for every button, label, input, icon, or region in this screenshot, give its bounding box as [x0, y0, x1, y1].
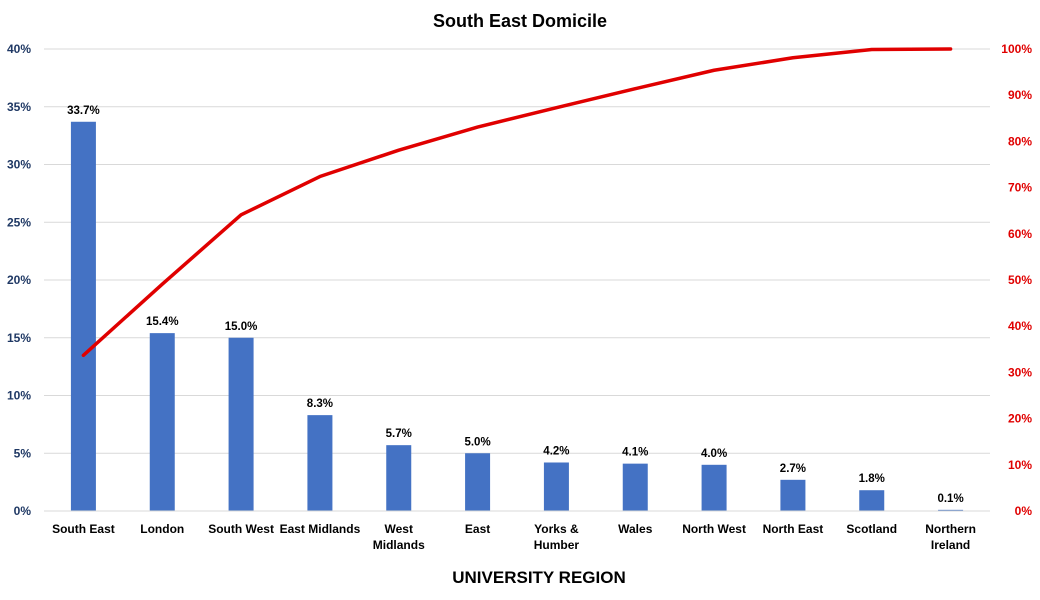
data-label: 8.3%	[307, 398, 333, 410]
bar	[622, 463, 648, 511]
bar	[938, 509, 964, 511]
x-tick-label-line: Wales	[618, 522, 653, 536]
y-tick-label-left: 30%	[7, 158, 31, 172]
bar	[149, 333, 175, 511]
data-label: 15.0%	[225, 321, 258, 333]
x-tick-label-line: North East	[763, 522, 824, 536]
x-tick-label-line: London	[140, 522, 184, 536]
x-tick-label: South West	[208, 522, 274, 536]
bar	[307, 415, 333, 511]
x-tick-label-line: South East	[52, 522, 115, 536]
y-tick-label-left: 10%	[7, 389, 31, 403]
x-tick-label: London	[140, 522, 184, 536]
bar	[859, 490, 885, 511]
x-tick-label-line: North West	[682, 522, 746, 536]
data-label: 0.1%	[937, 493, 963, 505]
x-tick-label: North East	[763, 522, 824, 536]
data-label: 4.1%	[622, 447, 648, 459]
data-label: 5.7%	[386, 428, 412, 440]
x-tick-label: Wales	[618, 522, 653, 536]
y-tick-label-left: 20%	[7, 273, 31, 287]
y-tick-label-left: 35%	[7, 100, 31, 114]
y-tick-label-right: 70%	[1008, 181, 1032, 195]
x-tick-label: Yorks & Humber	[534, 522, 580, 552]
y-tick-label-left: 25%	[7, 215, 31, 229]
y-tick-label-right: 100%	[1001, 42, 1032, 56]
data-label: 2.7%	[780, 463, 806, 475]
y-tick-label-right: 80%	[1008, 134, 1032, 148]
x-tick-label: Scotland	[846, 522, 897, 536]
bar	[780, 479, 806, 511]
bar	[70, 121, 96, 511]
y-tick-label-right: 0%	[1015, 504, 1033, 518]
x-tick-label-line: Northern	[925, 522, 976, 536]
bar	[543, 462, 569, 511]
cumulative-line	[81, 47, 953, 358]
y-tick-label-right: 30%	[1008, 365, 1032, 379]
x-tick-label-line: South West	[208, 522, 274, 536]
y-tick-label-left: 5%	[14, 446, 32, 460]
x-tick-label: East Midlands	[280, 522, 361, 536]
data-label: 5.0%	[464, 436, 490, 448]
data-label: 4.0%	[701, 448, 727, 460]
x-tick-label-line: West	[385, 522, 413, 536]
data-label: 33.7%	[67, 105, 100, 117]
y-tick-label-right: 40%	[1008, 319, 1032, 333]
y-tick-label-right: 10%	[1008, 458, 1032, 472]
bar	[386, 445, 412, 511]
data-label: 15.4%	[146, 316, 179, 328]
x-tick-label-line: Midlands	[373, 538, 425, 552]
x-tick-label-line: Humber	[534, 538, 580, 552]
y-tick-label-right: 20%	[1008, 412, 1032, 426]
bar	[228, 337, 254, 511]
x-tick-label-line: Scotland	[846, 522, 897, 536]
x-tick-label: West Midlands	[373, 522, 425, 552]
data-label: 1.8%	[859, 473, 885, 485]
x-tick-label: North West	[682, 522, 746, 536]
x-tick-label-line: East Midlands	[280, 522, 361, 536]
bar	[701, 464, 727, 511]
y-tick-label-right: 50%	[1008, 273, 1032, 287]
chart-title: South East Domicile	[433, 11, 607, 31]
y-tick-label-right: 90%	[1008, 88, 1032, 102]
x-tick-label: East	[465, 522, 490, 536]
x-axis-title: UNIVERSITY REGION	[452, 568, 626, 587]
x-tick-label: South East	[52, 522, 115, 536]
x-tick-label-line: Yorks &	[534, 522, 579, 536]
data-label: 4.2%	[543, 445, 569, 457]
y-tick-label-left: 15%	[7, 331, 31, 345]
x-tick-label-line: East	[465, 522, 490, 536]
x-tick-label: Northern Ireland	[925, 522, 976, 552]
bar	[465, 453, 491, 511]
y-tick-label-left: 40%	[7, 42, 31, 56]
x-tick-label-line: Ireland	[931, 538, 970, 552]
y-tick-label-left: 0%	[14, 504, 32, 518]
y-tick-label-right: 60%	[1008, 227, 1032, 241]
